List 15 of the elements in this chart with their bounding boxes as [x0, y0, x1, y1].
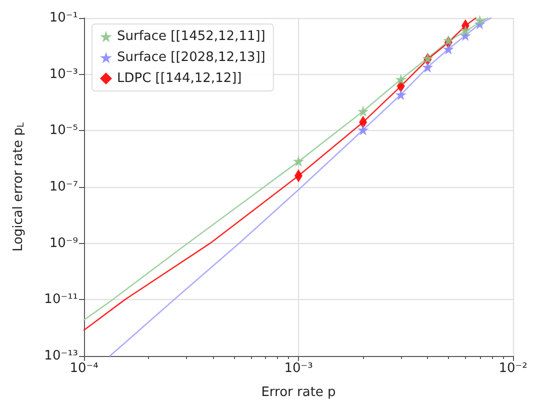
x-tick-label: 10⁻²: [498, 361, 528, 376]
x-tick-label: 10⁻⁴: [70, 361, 98, 376]
y-tick-label: 10⁻¹: [49, 10, 78, 26]
x-axis-title: Error rate p: [261, 385, 336, 400]
y-tick-label: 10⁻⁵: [49, 123, 78, 138]
legend-label: Surface [[1452,12,11]]: [117, 29, 266, 44]
y-tick-label: 10⁻⁷: [49, 180, 78, 194]
legend-label: LDPC [[144,12,12]]: [117, 71, 242, 86]
legend-label: Surface [[2028,12,13]]: [117, 50, 266, 65]
y-tick-label: 10⁻¹¹: [44, 292, 78, 308]
y-tick-label: 10⁻¹³: [44, 348, 78, 364]
x-tick-label: 10⁻³: [284, 361, 313, 376]
y-tick-label: 10⁻⁹: [49, 236, 78, 251]
y-tick-label: 10⁻³: [49, 66, 78, 82]
y-axis-title: Logical error rate pL: [11, 122, 26, 252]
